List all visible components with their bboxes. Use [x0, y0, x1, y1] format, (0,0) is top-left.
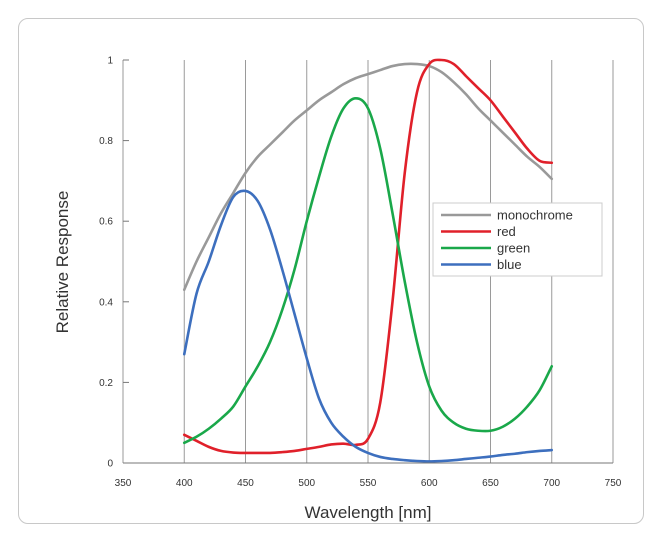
x-tick-label: 600 — [421, 478, 438, 489]
y-tick-label: 0.8 — [99, 136, 113, 147]
x-tick-label: 650 — [482, 478, 499, 489]
x-tick-label: 500 — [298, 478, 315, 489]
y-tick-label: 0 — [107, 459, 113, 470]
y-tick-label: 0.4 — [99, 297, 113, 308]
y-tick-label: 0.6 — [99, 217, 113, 228]
x-tick-label: 700 — [543, 478, 560, 489]
legend-label-monochrome: monochrome — [497, 208, 573, 223]
x-tick-label: 350 — [115, 478, 132, 489]
legend-label-green: green — [497, 241, 530, 256]
y-axis-title: Relative Response — [53, 191, 72, 334]
legend-label-blue: blue — [497, 257, 522, 272]
x-tick-label: 400 — [176, 478, 193, 489]
series-line-monochrome — [182, 62, 554, 292]
x-tick-label: 550 — [360, 478, 377, 489]
x-tick-label: 450 — [237, 478, 254, 489]
tick-labels: 350 400 450 500 550 600 650 700 750 0 0.2 0.4 0.6 0.8… — [99, 56, 622, 490]
series-line-red — [182, 58, 554, 455]
series-lines — [182, 58, 554, 463]
series-line-green — [182, 96, 554, 445]
x-axis-title: Wavelength [nm] — [305, 503, 432, 522]
y-tick-label: 0.2 — [99, 378, 113, 389]
series-line-blue — [182, 189, 554, 463]
legend-label-red: red — [497, 224, 516, 239]
x-tick-label: 750 — [605, 478, 622, 489]
grid — [122, 60, 614, 463]
y-tick-label: 1 — [107, 56, 113, 67]
